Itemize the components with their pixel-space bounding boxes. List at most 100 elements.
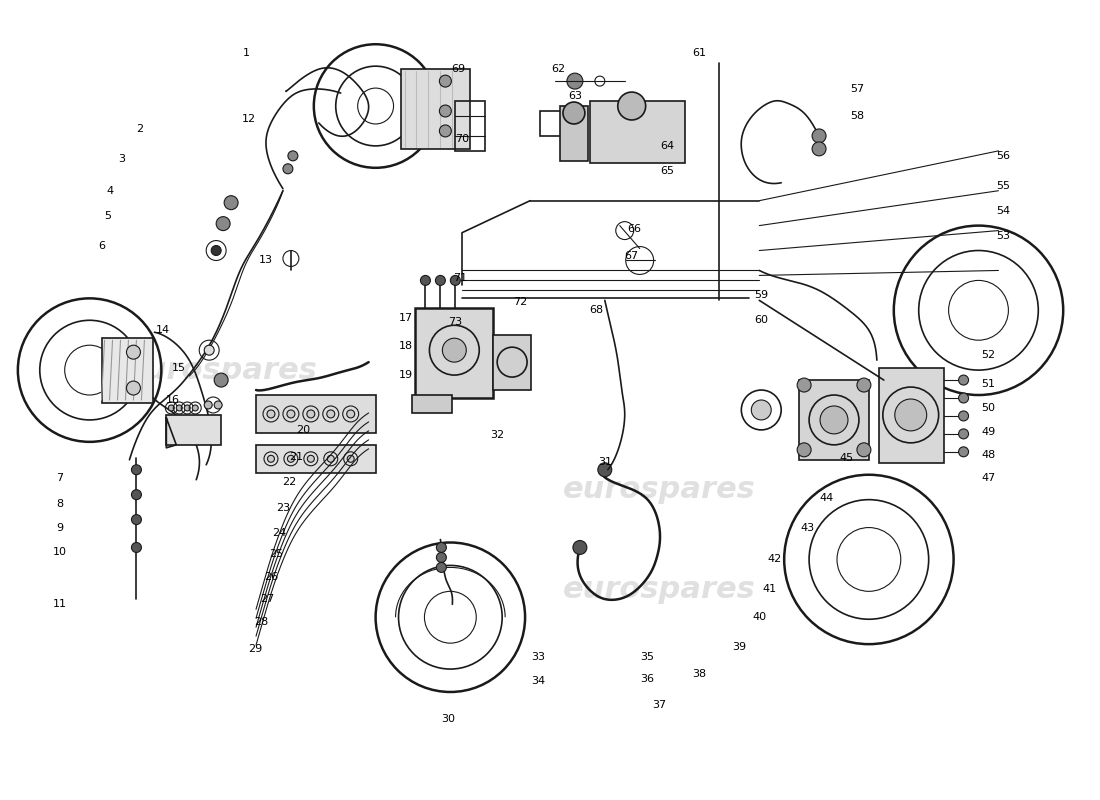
Circle shape — [126, 381, 141, 395]
Circle shape — [346, 410, 354, 418]
Circle shape — [958, 375, 968, 385]
Text: 27: 27 — [260, 594, 274, 604]
Text: 58: 58 — [850, 111, 864, 121]
Text: 12: 12 — [242, 114, 256, 124]
Circle shape — [288, 151, 298, 161]
Text: 11: 11 — [53, 599, 67, 610]
Bar — [412, 395, 452, 413]
Text: 1: 1 — [243, 48, 250, 58]
Text: 22: 22 — [282, 477, 296, 486]
Circle shape — [205, 401, 212, 409]
Circle shape — [597, 462, 612, 477]
Text: 38: 38 — [692, 669, 706, 679]
Text: 17: 17 — [398, 314, 412, 323]
Text: 13: 13 — [258, 255, 273, 266]
Bar — [416, 308, 493, 398]
Circle shape — [439, 125, 451, 137]
Text: 32: 32 — [491, 430, 504, 440]
Circle shape — [348, 455, 354, 462]
Text: 71: 71 — [453, 274, 468, 283]
Text: 33: 33 — [531, 652, 544, 662]
Text: eurospares: eurospares — [563, 575, 756, 604]
Circle shape — [958, 411, 968, 421]
Circle shape — [812, 142, 826, 156]
Circle shape — [812, 129, 826, 143]
Text: 60: 60 — [755, 315, 768, 326]
Text: 45: 45 — [840, 453, 854, 462]
Text: 21: 21 — [289, 452, 302, 462]
Circle shape — [437, 562, 447, 572]
Text: 62: 62 — [551, 64, 565, 74]
Text: 42: 42 — [767, 554, 781, 565]
Circle shape — [958, 393, 968, 403]
Text: 15: 15 — [173, 363, 186, 373]
Text: 24: 24 — [272, 527, 286, 538]
Circle shape — [436, 275, 446, 286]
Text: 43: 43 — [800, 522, 814, 533]
Circle shape — [211, 246, 221, 255]
Text: 50: 50 — [981, 403, 996, 413]
Text: 69: 69 — [451, 64, 465, 74]
Text: 70: 70 — [455, 134, 470, 144]
Bar — [799, 380, 869, 460]
Text: 14: 14 — [156, 326, 170, 335]
Text: 2: 2 — [136, 124, 143, 134]
Text: 55: 55 — [997, 181, 1011, 190]
Text: 36: 36 — [640, 674, 654, 684]
Text: 52: 52 — [981, 350, 996, 360]
Circle shape — [439, 75, 451, 87]
Circle shape — [132, 514, 142, 525]
Polygon shape — [166, 418, 176, 448]
Text: 29: 29 — [248, 644, 262, 654]
Text: 67: 67 — [625, 250, 639, 261]
Text: 30: 30 — [441, 714, 455, 724]
Text: 23: 23 — [276, 502, 290, 513]
Circle shape — [821, 406, 848, 434]
Text: 25: 25 — [268, 550, 283, 559]
Bar — [879, 368, 944, 462]
Circle shape — [798, 378, 811, 392]
Circle shape — [307, 410, 315, 418]
Circle shape — [958, 447, 968, 457]
Text: 34: 34 — [531, 676, 546, 686]
Bar — [455, 101, 485, 151]
Circle shape — [185, 405, 190, 411]
Bar — [101, 338, 153, 403]
Circle shape — [168, 405, 174, 411]
Circle shape — [126, 345, 141, 359]
Circle shape — [283, 164, 293, 174]
Text: 5: 5 — [104, 210, 111, 221]
Bar — [590, 101, 684, 163]
Circle shape — [857, 378, 871, 392]
Text: 35: 35 — [640, 652, 654, 662]
Circle shape — [798, 443, 811, 457]
Text: 41: 41 — [762, 584, 777, 594]
Circle shape — [267, 455, 275, 462]
Circle shape — [224, 196, 238, 210]
Text: 61: 61 — [693, 48, 706, 58]
Circle shape — [958, 429, 968, 439]
Circle shape — [573, 541, 587, 554]
Text: 44: 44 — [820, 493, 834, 502]
Circle shape — [618, 92, 646, 120]
Text: 51: 51 — [981, 379, 996, 389]
Circle shape — [563, 102, 585, 124]
Circle shape — [176, 405, 183, 411]
Circle shape — [437, 553, 447, 562]
Text: 66: 66 — [628, 223, 641, 234]
Text: 8: 8 — [56, 498, 64, 509]
Circle shape — [267, 410, 275, 418]
Circle shape — [751, 400, 771, 420]
Text: 18: 18 — [398, 341, 412, 351]
Text: 40: 40 — [752, 612, 767, 622]
Text: 72: 72 — [513, 298, 527, 307]
Circle shape — [450, 275, 460, 286]
Text: 3: 3 — [118, 154, 125, 164]
Circle shape — [566, 73, 583, 89]
Text: 56: 56 — [997, 151, 1011, 161]
Text: 68: 68 — [588, 306, 603, 315]
Circle shape — [857, 443, 871, 457]
Bar — [493, 335, 531, 390]
Text: 26: 26 — [264, 572, 278, 582]
Circle shape — [307, 455, 315, 462]
